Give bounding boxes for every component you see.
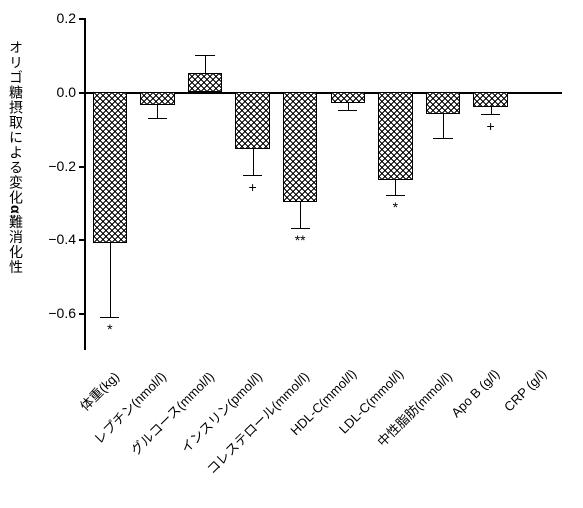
- bar-fill: [473, 92, 507, 107]
- significance-marker: +: [249, 179, 257, 195]
- y-axis-title: オリゴ糖摂取による変化α難消化性: [6, 40, 26, 275]
- bar: [188, 73, 222, 91]
- bar: [378, 92, 412, 181]
- error-bar-cap: [481, 114, 500, 115]
- y-tick-label: 0.2: [57, 10, 86, 26]
- error-bar-cap: [433, 138, 452, 139]
- error-bar-cap: [195, 55, 214, 56]
- error-bar-cap: [338, 110, 357, 111]
- bar-fill: [188, 73, 222, 91]
- error-bar: [348, 103, 349, 110]
- significance-marker: *: [107, 321, 112, 337]
- bar-fill: [93, 92, 127, 243]
- bar: [140, 92, 174, 105]
- bar: [93, 92, 127, 243]
- bar-fill: [235, 92, 269, 149]
- y-tick-label: 0.0: [57, 84, 86, 100]
- significance-marker: +: [487, 118, 495, 134]
- bar-fill: [331, 92, 365, 103]
- y-tick-label: −0.2: [48, 158, 86, 174]
- error-bar: [491, 107, 492, 114]
- y-tick-label: −0.6: [48, 305, 86, 321]
- error-bar-cap: [100, 317, 119, 318]
- error-bar: [253, 149, 254, 175]
- bar-fill: [378, 92, 412, 181]
- bar-fill: [426, 92, 460, 114]
- error-bar: [443, 114, 444, 138]
- bar: [473, 92, 507, 107]
- error-bar: [157, 105, 158, 118]
- bar: [331, 92, 365, 103]
- y-tick-label: −0.4: [48, 231, 86, 247]
- error-bar-cap: [148, 118, 167, 119]
- bar: [235, 92, 269, 149]
- error-bar-cap: [291, 228, 310, 229]
- plot-area: 0.20.0−0.2−0.4−0.6*体重(kg)レプチン(nmol/l)グルコ…: [84, 18, 562, 350]
- y-axis-title-part3: オリゴ糖摂取による変化: [8, 40, 24, 205]
- error-bar: [110, 243, 111, 317]
- error-bar-cap: [243, 175, 262, 176]
- significance-marker: *: [393, 199, 398, 215]
- error-bar: [300, 202, 301, 228]
- bar-fill: [140, 92, 174, 105]
- chart-root: オリゴ糖摂取による変化α難消化性 0.20.0−0.2−0.4−0.6*体重(k…: [0, 0, 583, 508]
- error-bar-cap: [386, 195, 405, 196]
- y-axis-title-alpha: α: [8, 205, 24, 215]
- y-axis-title-part1: 難消化性: [8, 215, 24, 275]
- bar: [283, 92, 317, 203]
- bar: [521, 92, 555, 94]
- bar-fill: [521, 92, 555, 94]
- bar: [426, 92, 460, 114]
- bar-fill: [283, 92, 317, 203]
- error-bar: [395, 180, 396, 195]
- significance-marker: **: [295, 232, 306, 248]
- error-bar: [205, 55, 206, 73]
